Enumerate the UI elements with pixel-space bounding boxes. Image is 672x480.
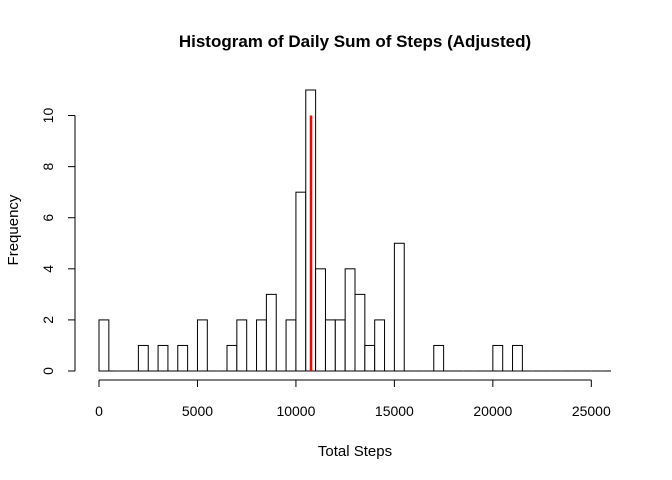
x-tick-label: 5000 (182, 403, 213, 419)
histogram-bar (364, 344, 376, 372)
histogram-bar (334, 319, 346, 372)
histogram-bar (177, 344, 189, 372)
histogram-bar (226, 344, 238, 372)
histogram-bar (285, 319, 297, 372)
histogram-bar (196, 319, 208, 372)
histogram-bar (98, 319, 110, 372)
y-tick-label: 6 (40, 214, 56, 222)
histogram-bar (324, 319, 336, 372)
histogram-bar (344, 268, 356, 372)
histogram-bar (512, 344, 523, 372)
histogram-bar (374, 319, 386, 372)
histogram-bar (236, 319, 248, 372)
y-tick-label: 0 (40, 367, 56, 375)
x-axis: 0 5000 10000 15000 20000 25000 (95, 379, 611, 419)
histogram-bar (492, 344, 504, 372)
histogram-bar (433, 344, 445, 372)
x-tick-label: 15000 (375, 403, 414, 419)
histogram-bar (256, 319, 267, 372)
x-tick-label: 10000 (276, 403, 315, 419)
y-tick-label: 8 (40, 163, 56, 171)
histogram-bar (157, 344, 169, 372)
y-axis-label: Frequency (5, 194, 22, 265)
y-axis: 0 2 4 6 8 10 (40, 108, 76, 375)
histogram-bar (137, 344, 149, 372)
y-tick-label: 4 (40, 265, 56, 273)
bars-group (98, 89, 611, 372)
y-tick-label: 10 (40, 108, 56, 124)
histogram-bar (315, 268, 326, 372)
histogram-bar (265, 293, 277, 372)
x-tick-label: 0 (95, 403, 103, 419)
x-tick-label: 20000 (473, 403, 512, 419)
x-axis-label: Total Steps (318, 443, 392, 460)
histogram-bar (393, 242, 405, 372)
y-tick-label: 2 (40, 316, 56, 324)
histogram-bar (295, 191, 307, 372)
chart-title: Histogram of Daily Sum of Steps (Adjuste… (179, 32, 531, 51)
x-tick-label: 25000 (572, 403, 611, 419)
histogram-bar (354, 293, 366, 372)
